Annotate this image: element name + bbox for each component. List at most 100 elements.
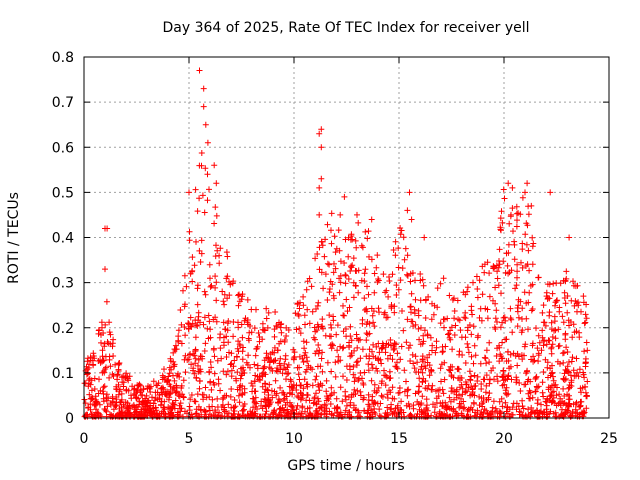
data-point	[259, 320, 266, 327]
data-point	[403, 339, 410, 346]
data-point	[149, 411, 156, 417]
data-point	[188, 361, 195, 368]
data-point	[509, 184, 516, 191]
data-point	[177, 400, 184, 407]
data-point	[530, 353, 537, 360]
data-point	[276, 319, 282, 326]
data-point	[323, 377, 330, 384]
data-point	[419, 379, 426, 386]
data-point	[216, 409, 223, 416]
data-point	[543, 341, 550, 348]
data-point	[332, 359, 339, 366]
data-point	[529, 340, 536, 347]
data-point	[343, 377, 350, 383]
data-point	[562, 375, 569, 382]
data-point	[273, 390, 280, 397]
data-point	[568, 383, 575, 389]
axis-ticks: 0 5 10 15 20 25 0 0.1 0.2 0.3 0.4 0.5 0.6 0.7 0.8	[52, 50, 618, 447]
data-point	[350, 371, 357, 378]
x-tick-label: 5	[185, 431, 194, 447]
data-point	[293, 326, 300, 333]
data-point	[564, 309, 571, 316]
data-point	[296, 353, 303, 360]
data-point	[180, 413, 186, 420]
data-point	[368, 377, 375, 384]
data-point	[374, 279, 381, 285]
data-point	[531, 357, 538, 364]
data-point	[192, 360, 199, 367]
data-point	[260, 326, 267, 333]
data-point	[153, 382, 160, 389]
data-point	[282, 352, 289, 359]
data-point	[532, 388, 539, 395]
data-point	[564, 407, 571, 414]
data-point	[437, 365, 444, 372]
data-point	[277, 355, 284, 362]
data-point	[290, 381, 297, 388]
data-point	[98, 339, 104, 346]
data-point	[102, 353, 109, 360]
data-point	[365, 228, 372, 235]
data-point	[271, 326, 278, 333]
data-point	[422, 297, 429, 304]
data-point	[220, 368, 227, 375]
data-point	[451, 332, 458, 338]
data-point	[390, 247, 397, 253]
data-point	[260, 365, 267, 372]
data-point	[426, 351, 433, 358]
data-point	[556, 342, 563, 349]
data-point	[318, 126, 325, 133]
data-point	[441, 376, 448, 383]
data-point	[95, 390, 102, 397]
data-point	[200, 396, 207, 403]
data-point	[362, 266, 369, 273]
data-point	[322, 332, 329, 339]
data-point	[166, 364, 173, 371]
data-point	[161, 366, 167, 373]
data-point	[150, 400, 157, 407]
data-point	[514, 274, 520, 281]
data-point	[544, 364, 551, 371]
data-point	[106, 329, 113, 336]
data-point	[552, 335, 559, 342]
data-point	[529, 234, 536, 241]
data-point	[381, 311, 388, 318]
data-point	[159, 372, 166, 379]
data-point	[360, 396, 367, 403]
data-point	[457, 327, 464, 334]
data-point	[471, 383, 478, 390]
data-point	[294, 402, 301, 409]
data-point	[565, 385, 572, 392]
data-point	[334, 404, 341, 410]
data-point	[554, 297, 561, 304]
data-point	[255, 376, 262, 383]
data-point	[497, 215, 504, 222]
data-point	[316, 266, 323, 273]
data-point	[197, 353, 204, 360]
data-point	[378, 360, 385, 367]
data-point	[189, 267, 196, 274]
data-point	[277, 324, 284, 331]
data-point	[355, 219, 362, 226]
data-point	[223, 354, 230, 360]
data-point	[196, 195, 203, 202]
data-point	[467, 376, 474, 383]
data-point	[316, 211, 323, 218]
data-point	[525, 376, 532, 383]
data-point	[486, 293, 493, 300]
data-point	[414, 359, 421, 366]
data-point	[221, 301, 228, 308]
data-point	[200, 85, 207, 92]
data-point	[348, 231, 355, 238]
data-point	[566, 234, 573, 241]
data-point	[490, 297, 496, 304]
data-point	[577, 403, 584, 410]
data-point	[548, 319, 555, 326]
data-point	[576, 334, 583, 341]
data-point	[371, 381, 378, 388]
data-point	[456, 348, 463, 355]
data-point	[470, 399, 477, 406]
data-point	[566, 400, 573, 407]
data-point	[445, 330, 452, 337]
data-point	[254, 413, 261, 420]
